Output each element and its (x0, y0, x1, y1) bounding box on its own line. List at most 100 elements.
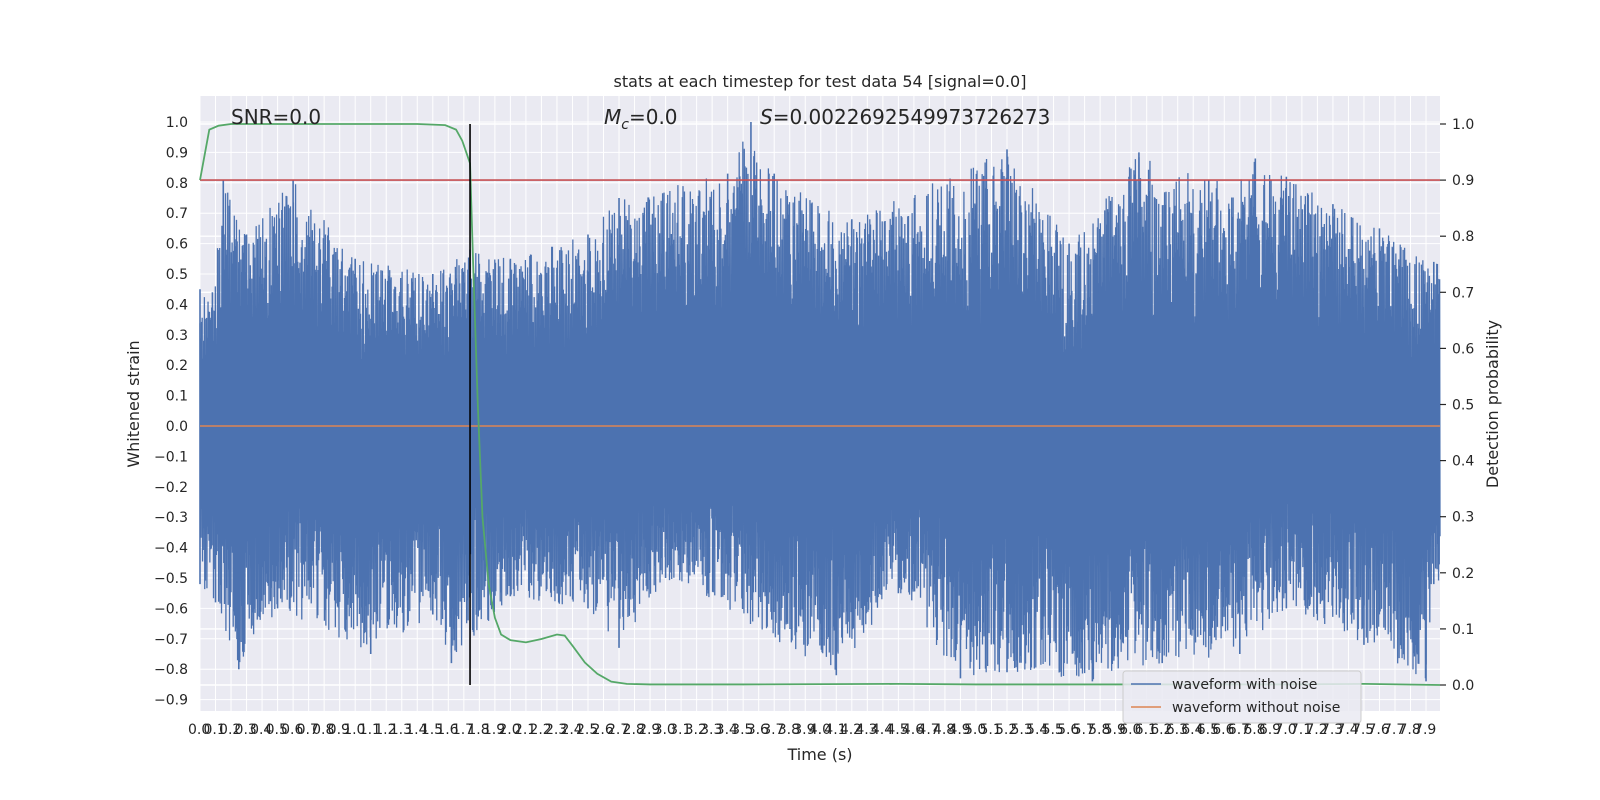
left-tick-label: −0.4 (154, 541, 188, 557)
noise-trace (199, 141, 1441, 680)
x-tick-label: 6.9 (1259, 722, 1281, 738)
chirp-mass-value: =0.0 (629, 105, 678, 129)
x-tick-label: 7.0 (1274, 722, 1296, 738)
x-tick-label: 2.9 (638, 722, 660, 738)
x-tick-label: 4.4 (871, 722, 893, 738)
s-symbol: S (760, 105, 773, 129)
x-tick-label: 6.3 (1166, 722, 1188, 738)
right-tick-label: 1.0 (1452, 117, 1474, 133)
x-tick-label: 0.2 (219, 722, 241, 738)
x-tick-label: 0.6 (281, 722, 303, 738)
left-tick-label: −0.8 (154, 662, 188, 678)
right-tick-label: 0.8 (1452, 229, 1474, 245)
x-tick-label: 5.9 (1104, 722, 1126, 738)
x-tick-label: 4.0 (809, 722, 831, 738)
snr-annotation: SNR=0.0 (231, 105, 321, 129)
x-tick-label: 5.2 (995, 722, 1017, 738)
x-tick-label: 6.6 (1212, 722, 1234, 738)
x-tick-label: 3.9 (793, 722, 815, 738)
right-tick-label: 0.2 (1452, 566, 1474, 582)
left-tick-label: 0.1 (166, 389, 188, 405)
left-tick-label: 0.4 (166, 297, 188, 313)
x-tick-label: 5.4 (1026, 722, 1048, 738)
x-tick-label: 2.5 (576, 722, 598, 738)
left-tick-label: 1.0 (166, 115, 188, 131)
x-tick-label: 6.5 (1197, 722, 1219, 738)
x-tick-label: 4.8 (933, 722, 955, 738)
x-tick-label: 3.2 (685, 722, 707, 738)
x-tick-label: 4.2 (840, 722, 862, 738)
x-tick-label: 7.4 (1336, 722, 1358, 738)
x-tick-label: 7.9 (1414, 722, 1436, 738)
x-tick-label: 2.3 (545, 722, 567, 738)
x-tick-label: 7.1 (1290, 722, 1312, 738)
legend-clean-label: waveform without noise (1172, 700, 1340, 716)
x-tick-label: 6.2 (1150, 722, 1172, 738)
x-tick-label: 1.0 (343, 722, 365, 738)
right-tick-label: 0.1 (1452, 622, 1474, 638)
left-tick-label: 0.0 (166, 419, 188, 435)
x-tick-label: 4.3 (855, 722, 877, 738)
x-tick-label: 4.7 (917, 722, 939, 738)
x-tick-label: 1.1 (359, 722, 381, 738)
right-tick-label: 0.6 (1452, 341, 1474, 357)
x-tick-label: 2.0 (498, 722, 520, 738)
left-tick-label: 0.8 (166, 176, 188, 192)
x-tick-label: 5.5 (1042, 722, 1064, 738)
legend-box (1122, 670, 1362, 724)
x-tick-label: 1.4 (405, 722, 427, 738)
legend: waveform with noise waveform without noi… (1122, 670, 1362, 724)
left-tick-label: −0.3 (154, 510, 188, 526)
x-tick-label: 0.8 (312, 722, 334, 738)
x-tick-label: 7.6 (1367, 722, 1389, 738)
x-tick-label: 1.6 (436, 722, 458, 738)
chirp-mass-annotation: Mc=0.0 (604, 105, 678, 133)
right-tick-label: 0.9 (1452, 173, 1474, 189)
x-tick-label: 2.2 (529, 722, 551, 738)
s-value: =0.0022692549973726273 (773, 105, 1051, 129)
right-tick-label: 0.5 (1452, 398, 1474, 414)
right-tick-label: 0.0 (1452, 678, 1474, 694)
left-tick-label: 0.6 (166, 237, 188, 253)
chirp-mass-symbol: M (604, 105, 621, 129)
left-tick-label: 0.7 (166, 206, 188, 222)
x-tick-label: 7.8 (1399, 722, 1421, 738)
left-tick-label: 0.5 (166, 267, 188, 283)
x-tick-label: 3.6 (747, 722, 769, 738)
x-tick-label: 3.8 (778, 722, 800, 738)
x-tick-label: 1.2 (374, 722, 396, 738)
right-tick-label: 0.7 (1452, 285, 1474, 301)
x-tick-label: 6.7 (1228, 722, 1250, 738)
left-tick-label: −0.6 (154, 601, 188, 617)
left-tick-label: −0.1 (154, 449, 188, 465)
x-tick-label: 4.5 (886, 722, 908, 738)
x-tick-label: 0.7 (297, 722, 319, 738)
x-tick-label: 2.7 (607, 722, 629, 738)
x-tick-label: 2.4 (560, 722, 582, 738)
x-tick-label: 7.3 (1321, 722, 1343, 738)
x-tick-label: 5.8 (1088, 722, 1110, 738)
x-tick-label: 1.5 (421, 722, 443, 738)
x-tick-label: 6.1 (1135, 722, 1157, 738)
x-tick-label: 1.8 (467, 722, 489, 738)
left-tick-label: 0.9 (166, 145, 188, 161)
right-tick-label: 0.4 (1452, 454, 1474, 470)
waveform-with-noise (199, 122, 1441, 682)
x-tick-label: 2.6 (592, 722, 614, 738)
x-tick-label: 3.1 (669, 722, 691, 738)
x-tick-label: 1.7 (452, 722, 474, 738)
x-tick-label: 5.6 (1057, 722, 1079, 738)
right-tick-label: 0.3 (1452, 510, 1474, 526)
s-annotation: S=0.0022692549973726273 (760, 105, 1050, 129)
x-tick-label: 5.7 (1073, 722, 1095, 738)
x-tick-label: 0.3 (235, 722, 257, 738)
x-tick-label: 0.4 (250, 722, 272, 738)
x-tick-label: 4.9 (948, 722, 970, 738)
x-tick-label: 7.5 (1352, 722, 1374, 738)
x-tick-label: 4.1 (824, 722, 846, 738)
x-tick-label: 1.9 (483, 722, 505, 738)
x-tick-label: 6.8 (1243, 722, 1265, 738)
x-tick-label: 3.4 (716, 722, 738, 738)
x-axis-label: Time (s) (786, 745, 852, 764)
x-tick-label: 3.3 (700, 722, 722, 738)
